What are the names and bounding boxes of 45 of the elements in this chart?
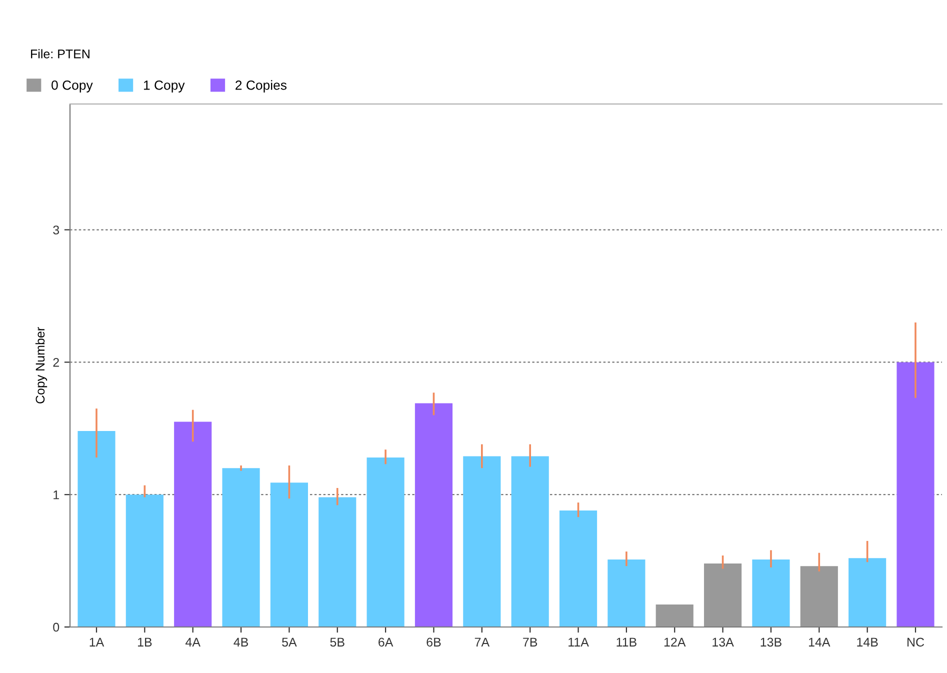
bar [126,494,164,627]
bar [270,482,308,627]
x-tick-label: 11A [568,638,589,646]
bar [608,559,646,627]
chart-title: File: PTEN [31,49,90,58]
bar [174,422,212,627]
x-tick-label: 11B [616,638,636,646]
y-tick-label: 1 [54,490,59,500]
bar [463,456,501,627]
bar [366,458,404,627]
bar [511,456,549,627]
bar [848,558,886,627]
x-tick-label: 7A [474,638,490,646]
x-tick-label: 14B [857,638,878,646]
legend-label: 1 Copy [144,80,185,92]
bar [78,431,116,627]
x-tick-label: 6B [426,638,441,647]
legend-label: 2 Copies [236,80,287,92]
x-tick-label: 4A [185,638,200,646]
y-tick-label: 0 [53,622,60,632]
bar [800,566,838,627]
x-tick-label: 6A [378,638,394,647]
x-tick-label: 7B [523,638,538,646]
x-tick-label: NC [908,638,924,647]
bar [559,510,598,627]
x-tick-label: 4B [234,638,248,646]
x-tick-label: 14A [808,638,830,646]
bar [414,403,453,627]
y-tick-label: 2 [53,358,59,367]
x-tick-label: 13A [712,638,734,647]
x-tick-label: 12A [664,638,686,646]
bar [704,563,742,627]
bar [896,362,934,627]
legend-label: 0 Copy [52,80,93,92]
bar [222,468,260,627]
x-tick-label: 1B [138,638,152,646]
x-tick-label: 5A [282,638,297,647]
y-tick-label: 3 [53,226,60,234]
x-tick-label: 1A [90,638,104,646]
bar [656,604,694,627]
x-tick-label: 13B [760,638,782,647]
y-axis-title: Copy Number [35,327,48,404]
bar [752,559,790,627]
bar [318,497,356,627]
x-tick-label: 5B [330,638,344,647]
